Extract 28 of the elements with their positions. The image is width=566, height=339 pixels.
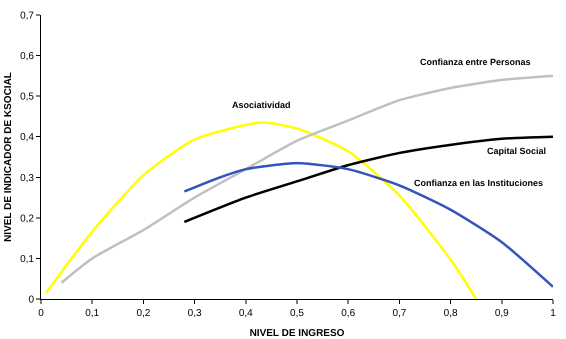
x-tick-label: 0,1 — [85, 308, 100, 319]
y-tick-label: 0,7 — [20, 10, 34, 22]
y-tick-label: 0,3 — [20, 172, 34, 184]
y-tick-label: 0,6 — [20, 51, 34, 62]
x-tick-label: 0,7 — [392, 308, 407, 319]
x-tick-label: 0 — [38, 308, 44, 319]
series-label: Confianza entre Personas — [420, 57, 531, 67]
series-label: Capital Social — [487, 146, 546, 156]
y-tick-label: 0 — [28, 294, 34, 306]
y-tick-label: 0,4 — [20, 132, 34, 144]
x-tick-label: 0,5 — [290, 308, 304, 319]
x-tick-label: 0,3 — [188, 308, 202, 319]
x-tick-label: 0,2 — [136, 308, 151, 319]
y-tick-label: 0,5 — [20, 92, 34, 103]
x-tick-label: 1 — [550, 308, 556, 319]
x-tick-label: 0,8 — [444, 308, 458, 319]
line-series — [60, 74, 553, 284]
x-axis-title: NIVEL DE INGRESO — [250, 328, 345, 339]
x-tick-label: 0,4 — [238, 308, 254, 319]
x-tick-label: 0,6 — [341, 308, 356, 319]
y-axis-title: NIVEL DE INDICADOR DE KSOCIAL — [3, 72, 14, 242]
line-series — [183, 162, 553, 288]
x-tick-label: 0,9 — [494, 308, 510, 319]
y-tick-label: 0,2 — [20, 213, 34, 224]
y-tick-label: 0,1 — [20, 254, 34, 265]
series-label: Asociatividad — [232, 100, 291, 110]
series-label: Confianza en las Instituciones — [414, 178, 544, 188]
line-series — [183, 135, 553, 224]
